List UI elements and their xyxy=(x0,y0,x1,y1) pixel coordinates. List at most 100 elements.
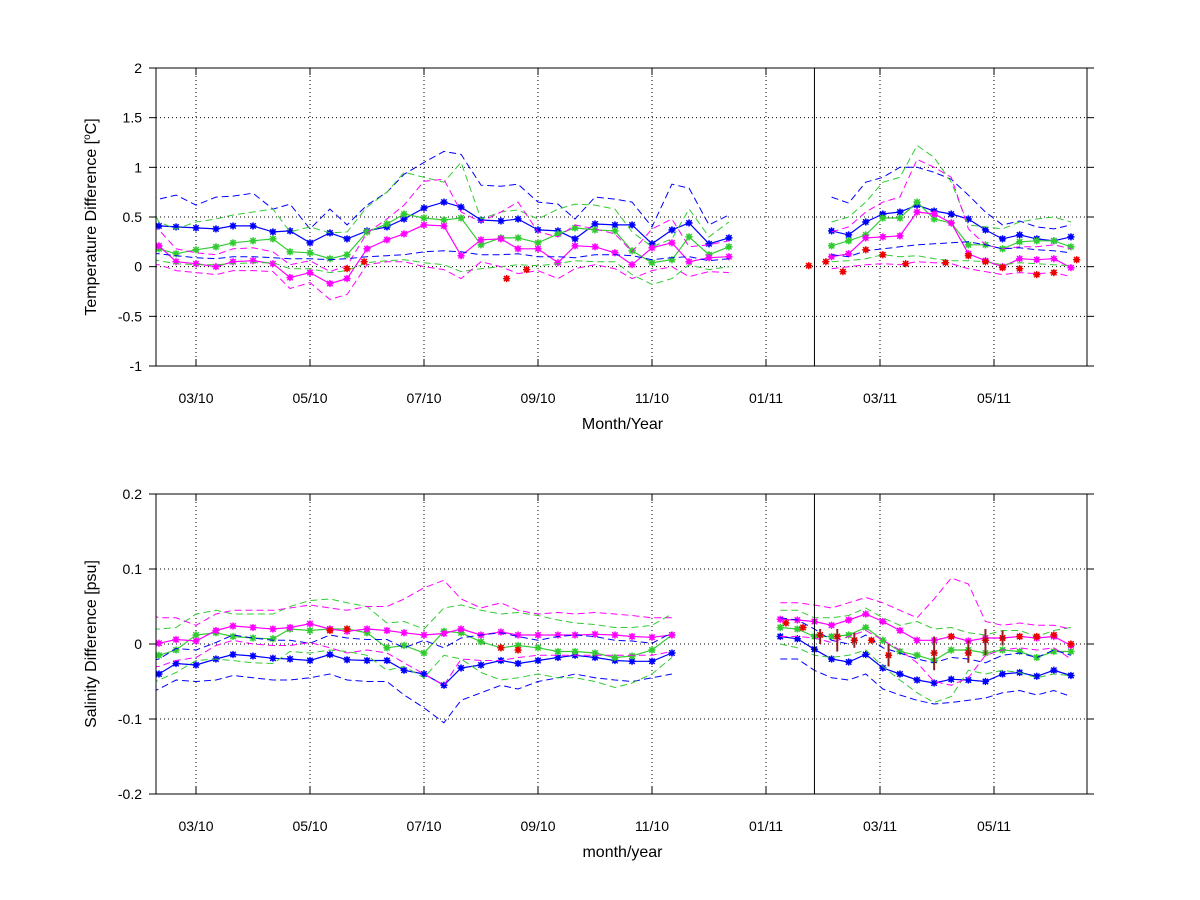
series-red-18-point xyxy=(343,625,351,633)
series-magenta-2-point-ray xyxy=(534,631,542,639)
series-magenta-2-point xyxy=(363,625,371,633)
series-green-1-point xyxy=(571,224,579,232)
series-blue-0-point xyxy=(269,654,277,662)
series-green-16-dashed-line xyxy=(831,254,1072,267)
x-tick-label: 03/10 xyxy=(178,390,213,406)
x-tick-label: 09/10 xyxy=(520,818,555,834)
series-green-1-point-ray xyxy=(591,226,599,234)
series-blue-3-point-ray xyxy=(1050,667,1058,674)
series-green-1-point xyxy=(383,644,391,652)
series-red-18-point-ray xyxy=(326,627,334,634)
series-red-18-point xyxy=(867,636,876,644)
series-red-18-point-ray xyxy=(782,619,790,627)
series-blue-0-point-ray xyxy=(668,226,676,234)
series-magenta-5-point xyxy=(845,250,853,258)
series-blue-0-point xyxy=(326,650,334,659)
series-green-4-point xyxy=(793,625,801,633)
series-blue-0-point xyxy=(440,198,448,206)
series-blue-0-point-ray xyxy=(229,651,237,658)
series-blue-0-point-ray xyxy=(269,228,277,236)
temperature-difference-chart: -1 -0.5 0 0.5 1 1.5 2 03/10 05/10 07/10 09/10 11/10… xyxy=(82,60,1094,433)
series-green-1-point xyxy=(571,647,579,656)
series-green-4-point-ray xyxy=(879,214,887,222)
series-red-18-point xyxy=(941,259,950,267)
series-blue-0-point xyxy=(286,655,294,663)
series-blue-0-point xyxy=(457,664,465,672)
series-green-1-point xyxy=(192,631,200,639)
series-blue-0-point-ray xyxy=(534,657,542,664)
series-magenta-2-point xyxy=(249,623,257,632)
series-magenta-5-point xyxy=(827,621,836,629)
series-green-1-point xyxy=(420,214,428,222)
series-red-18-point-ray xyxy=(965,252,972,259)
series-green-1-point-ray xyxy=(554,230,562,238)
series-red-18-point-ray xyxy=(879,251,887,258)
series-blue-0-point xyxy=(628,221,636,229)
series-blue-15-dashed-line xyxy=(831,241,1072,258)
series-magenta-2-point-ray xyxy=(440,222,448,230)
y-axis: -1 -0.5 0 0.5 1 1.5 2 xyxy=(118,60,1094,374)
series-red-18-point xyxy=(839,268,847,276)
series-magenta-2-point xyxy=(705,254,713,262)
series-green-4-point-ray xyxy=(948,646,955,654)
series-green-1-point-ray xyxy=(192,246,200,253)
series-blue-3-point xyxy=(998,670,1007,678)
series-magenta-2-point-ray xyxy=(571,631,579,639)
series-green-1-point xyxy=(534,644,542,652)
series-red-18-point-ray xyxy=(948,633,955,640)
series-magenta-2-point xyxy=(591,630,599,638)
series-green-1-point-ray xyxy=(571,648,579,655)
series-magenta-2-point xyxy=(269,260,277,268)
series-green-4-point-ray xyxy=(862,624,869,631)
series-blue-9-dashed-line xyxy=(156,250,729,262)
y-tick-label: -0.5 xyxy=(118,308,142,324)
series-green-4-point xyxy=(1067,243,1075,251)
series-red-18-point-ray xyxy=(1067,640,1075,648)
series-green-4-point xyxy=(896,214,904,222)
series-blue-3-point xyxy=(827,655,836,663)
series-magenta-2-point-ray xyxy=(705,254,713,261)
series-green-4-point xyxy=(862,623,870,632)
series-green-1-point xyxy=(420,649,428,657)
series-blue-0-point xyxy=(192,224,200,232)
series-red-18-point-ray xyxy=(862,246,869,253)
series-green-1-point xyxy=(383,220,391,228)
series-red-18-point xyxy=(805,262,813,270)
series-green-1-point-ray xyxy=(269,235,277,243)
series-green-1-point-ray xyxy=(534,644,542,651)
series-green-4-point-ray xyxy=(828,242,835,250)
series-magenta-2-point-ray xyxy=(648,634,656,641)
series-magenta-2-point-ray xyxy=(192,637,200,645)
salinity-difference-chart: -0.2 -0.1 0 0.1 0.2 03/10 05/10 07/10 09/10 11/10… xyxy=(83,486,1094,861)
series-magenta-5-point xyxy=(1067,264,1075,272)
series-magenta-5-point-ray xyxy=(896,627,904,634)
series-blue-0-point-ray xyxy=(628,658,636,665)
x-tick-label: 11/10 xyxy=(635,390,669,406)
series-blue-0-point-ray xyxy=(156,222,163,230)
series-blue-0-point xyxy=(212,225,220,233)
y-tick-label: 0.5 xyxy=(123,209,143,225)
series-blue-3-point-ray xyxy=(999,235,1006,243)
series-blue-0-point-ray xyxy=(628,221,636,229)
series-green-1-point xyxy=(648,259,656,267)
series-red-18-point-ray xyxy=(799,624,807,631)
series-green-1-point-ray xyxy=(571,224,579,232)
series-magenta-2-point xyxy=(326,279,334,288)
series-green-1-point xyxy=(514,234,522,242)
series-magenta-5-point xyxy=(827,253,836,261)
series-magenta-2-point-ray xyxy=(457,625,465,633)
series-red-18-point-ray xyxy=(1050,269,1058,276)
series-blue-3-point xyxy=(964,676,972,684)
series-red-18-point-ray xyxy=(1073,256,1080,263)
x-tick-label: 07/10 xyxy=(406,818,441,834)
series-blue-0-point-ray xyxy=(725,234,733,242)
series-blue-0-point xyxy=(249,222,257,230)
series-magenta-2-point-ray xyxy=(514,631,522,639)
series-blue-3-point-ray xyxy=(896,208,904,216)
x-axis-title: Month/Year xyxy=(582,416,664,433)
series-green-1-point xyxy=(554,647,562,656)
series-green-4-point-ray xyxy=(896,214,904,222)
series-red-18-point-ray xyxy=(514,646,522,654)
series-blue-0-point-ray xyxy=(306,239,314,247)
series-magenta-2-point xyxy=(229,622,237,630)
